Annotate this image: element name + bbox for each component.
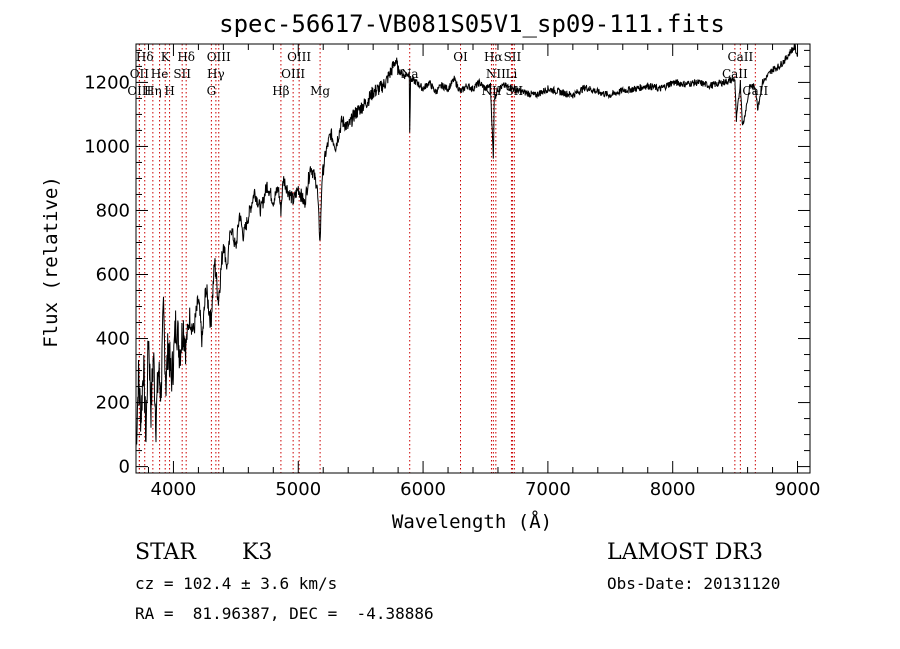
marker-label-13: OIII [281, 67, 305, 81]
marker-label-0: Hδ [136, 50, 154, 64]
marker-label-15: NII [486, 67, 506, 81]
marker-label-22: Hβ [272, 84, 289, 98]
object-subclass: K3 [242, 540, 273, 565]
x-axis-label: Wavelength (Å) [392, 510, 552, 533]
marker-label-25: SII [505, 84, 523, 98]
y-tick-label-800: 800 [96, 200, 130, 221]
obs-date: Obs-Date: 20131120 [607, 574, 781, 593]
redshift-readout: cz = 102.4 ± 3.6 km/s [135, 574, 338, 593]
marker-label-24: NII [481, 84, 501, 98]
marker-label-23: Mg [310, 84, 330, 98]
marker-label-4: OIII [287, 50, 311, 64]
spectrum-line [135, 43, 798, 448]
marker-label-6: Hα [484, 50, 503, 64]
marker-label-5: OI [453, 50, 468, 64]
marker-label-16: Li [506, 67, 518, 81]
marker-label-8: CaII [727, 50, 753, 64]
marker-label-1: K [161, 50, 171, 64]
x-tick-label-8000: 8000 [650, 479, 696, 500]
x-tick-label-4000: 4000 [151, 479, 197, 500]
y-tick-label-400: 400 [96, 329, 130, 350]
marker-label-10: He [151, 67, 169, 81]
y-axis: 0 200 400 600 800 1000 1200 [84, 49, 810, 478]
x-tick-label-9000: 9000 [775, 479, 821, 500]
marker-label-7: SII [504, 50, 522, 64]
marker-label-2: Hδ [177, 50, 195, 64]
marker-label-3: OIII [207, 50, 231, 64]
spectrum-series [135, 43, 798, 448]
x-tick-label-7000: 7000 [525, 479, 571, 500]
x-tick-label-6000: 6000 [400, 479, 446, 500]
marker-label-12: Hγ [207, 67, 225, 81]
object-class: STAR [135, 540, 196, 565]
chart-title: spec-56617-VB081S05V1_sp09-111.fits [219, 10, 725, 38]
marker-label-9: OII [130, 67, 150, 81]
y-tick-label-600: 600 [96, 265, 130, 286]
survey-name: LAMOST DR3 [607, 540, 763, 565]
marker-label-21: G [207, 84, 217, 98]
y-axis-label: Flux (relative) [40, 176, 62, 348]
marker-label-20: H [164, 84, 174, 98]
marker-label-14: Na [401, 67, 419, 81]
x-tick-label-5000: 5000 [275, 479, 321, 500]
marker-label-18: OIII [127, 84, 151, 98]
marker-label-19: Hη [144, 84, 162, 98]
marker-label-11: SII [173, 67, 191, 81]
coordinates: RA = 81.96387, DEC = -4.38886 [135, 604, 434, 623]
y-tick-label-200: 200 [96, 393, 130, 414]
line-markers [138, 44, 756, 473]
x-axis: 4000 5000 6000 7000 8000 9000 [147, 44, 821, 500]
plot-frame [135, 43, 811, 474]
marker-label-26: CaII [742, 84, 768, 98]
y-tick-label-1200: 1200 [84, 72, 130, 93]
y-tick-label-0: 0 [119, 457, 130, 478]
y-tick-label-1000: 1000 [84, 136, 130, 157]
marker-label-17: CaII [722, 67, 748, 81]
